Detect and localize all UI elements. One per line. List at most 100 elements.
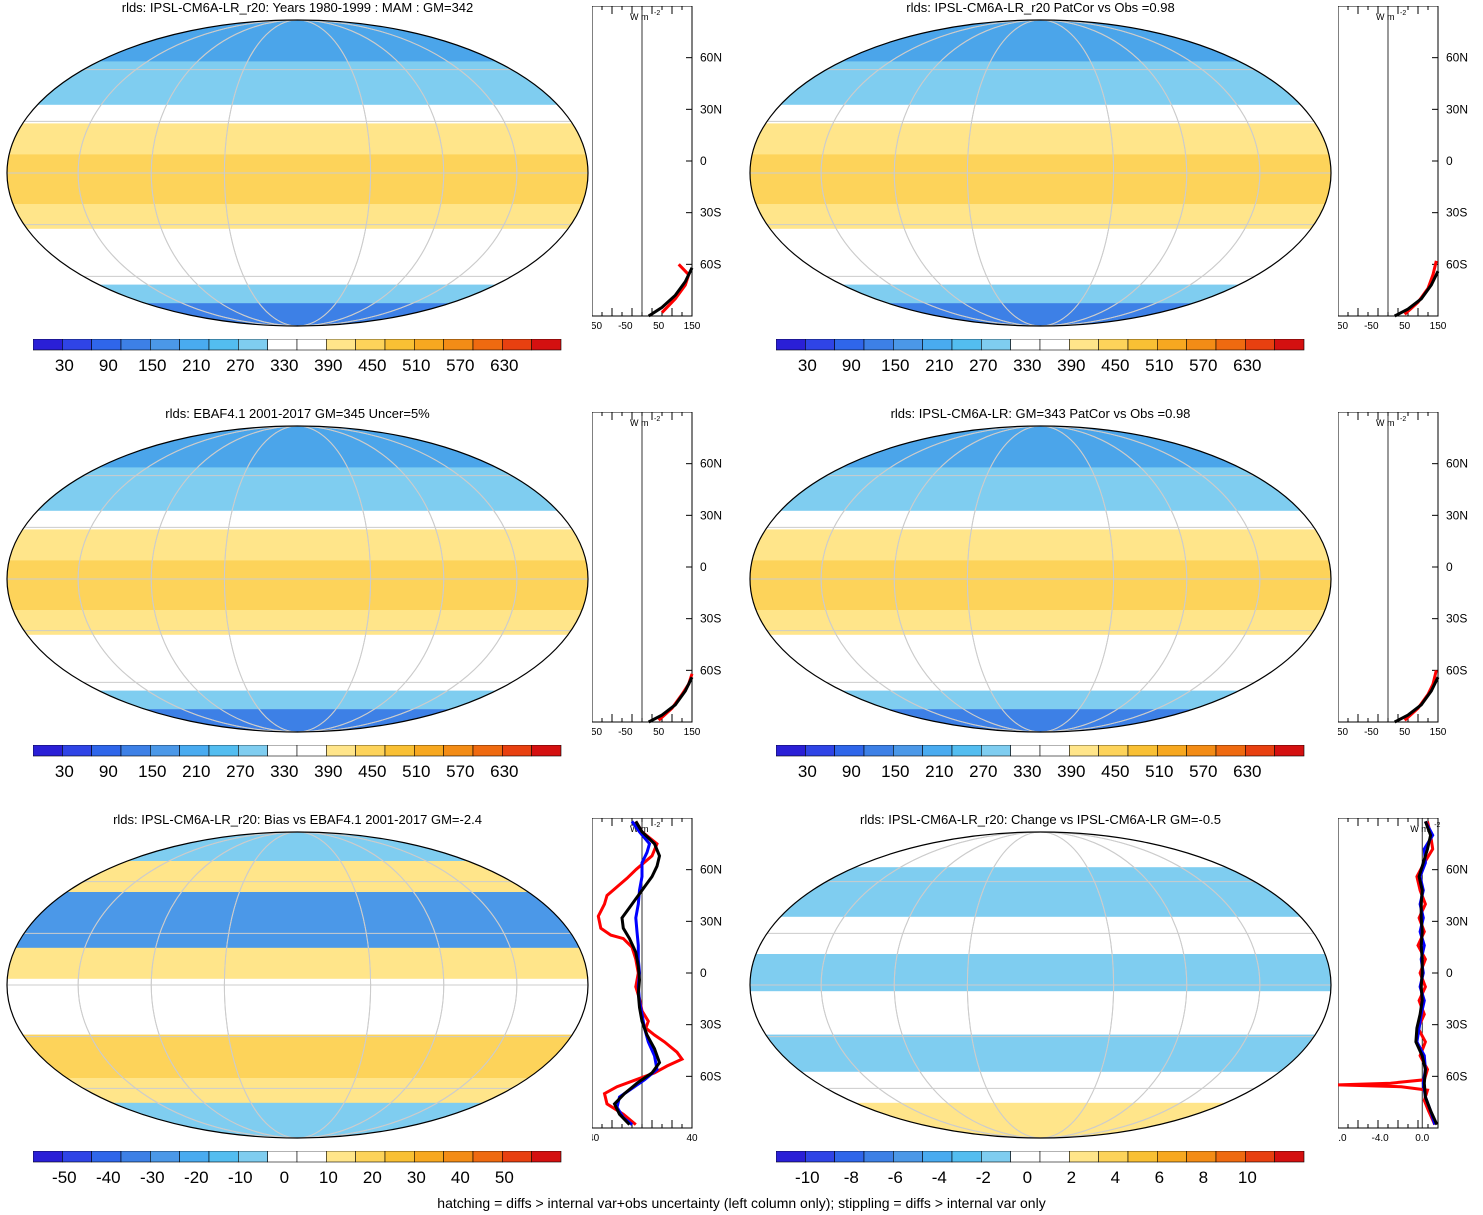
colorbar-swatch [238, 339, 268, 351]
lat-tick-label: 0 [1446, 560, 1453, 574]
colorbar-swatch [472, 745, 503, 757]
colorbar-swatch [776, 745, 806, 757]
lat-tick-label: 30S [700, 612, 721, 626]
colorbar-swatch [893, 339, 923, 351]
colorbar-swatch [62, 745, 92, 757]
lat-tick-label: 60S [1446, 257, 1467, 271]
lat-tick-label: 30N [700, 914, 722, 928]
colorbar-label: -2 [976, 1168, 991, 1187]
field-band [750, 690, 1331, 711]
map-panel [6, 19, 589, 327]
zonal-profile: 60N 30N 0 30S 60S W m -2 -150 -50 50 150 [592, 6, 722, 332]
colorbar-label: 390 [1057, 762, 1085, 781]
profile-x-label: -150 [592, 321, 602, 332]
colorbar-swatch [981, 339, 1011, 351]
colorbar-label: 330 [270, 762, 298, 781]
colorbar-label: 630 [1233, 762, 1261, 781]
graticule-lon [893, 832, 1188, 1138]
colorbar-swatch [208, 339, 239, 351]
profile-x-label: 50 [653, 321, 665, 332]
colorbar-swatch [120, 745, 151, 757]
graticule-lon [966, 20, 1115, 326]
field-band [750, 832, 1331, 869]
colorbar-label: -10 [228, 1168, 253, 1187]
colorbar-label: 330 [1013, 356, 1041, 375]
field-band [750, 123, 1331, 156]
colorbar-label: 0 [1023, 1168, 1032, 1187]
profile-series-line [1338, 821, 1437, 1126]
colorbar-swatch [951, 339, 982, 351]
field-band [7, 284, 588, 305]
colorbar-label: 150 [881, 762, 909, 781]
colorbar-label: 0 [280, 1168, 289, 1187]
colorbar: 30 90 150 210 270 330 390 450 510 570 630 [33, 339, 562, 375]
colorbar-swatch [91, 339, 122, 351]
field-band [750, 867, 1331, 918]
colorbar-swatch [834, 745, 865, 757]
colorbar-swatch [1274, 745, 1305, 757]
field-band [7, 1078, 588, 1104]
lat-tick-label: 30N [1446, 914, 1468, 928]
profile-series-line [1394, 270, 1440, 318]
colorbar-swatch [91, 745, 122, 757]
colorbar-swatch [267, 339, 298, 351]
colorbar-swatch [776, 1151, 806, 1163]
profile-x-label: -50 [1364, 321, 1379, 332]
units-exponent: -2 [654, 416, 660, 423]
lat-tick-label: 30S [700, 1018, 721, 1032]
field-band [750, 1102, 1331, 1138]
colorbar-swatch [1215, 339, 1246, 351]
colorbar-swatch [1127, 1151, 1158, 1163]
field-band [7, 892, 588, 949]
map-panel [6, 831, 589, 1139]
colorbar-label: 2 [1067, 1168, 1076, 1187]
panel-title: rlds: EBAF4.1 2001-2017 GM=345 Uncer=5% [165, 406, 430, 421]
field-band [750, 916, 1331, 955]
units-exponent: -2 [1400, 416, 1406, 423]
profile-x-label: 150 [1430, 321, 1447, 332]
graticule-lon [820, 426, 1261, 732]
colorbar-swatch [502, 745, 532, 757]
colorbar-swatch [981, 745, 1011, 757]
colorbar-swatch [120, 1151, 151, 1163]
graticule-lon [893, 426, 1188, 732]
profile-series-line [1394, 676, 1440, 724]
colorbar-swatch [355, 745, 386, 757]
colorbar-label: 270 [226, 762, 254, 781]
colorbar-swatch [1245, 745, 1275, 757]
graticule-lon [223, 20, 372, 326]
colorbar-swatch [355, 339, 386, 351]
colorbar-label: 30 [55, 762, 74, 781]
lat-tick-label: 60N [1446, 863, 1468, 877]
map-border [749, 831, 1332, 1139]
colorbar-label: 270 [226, 356, 254, 375]
colorbar-swatch [326, 745, 356, 757]
field-band [750, 610, 1331, 636]
graticule-lon [150, 20, 445, 326]
lat-tick-label: 30N [1446, 508, 1468, 522]
colorbar-swatch [1245, 339, 1275, 351]
field-band [7, 1034, 588, 1079]
colorbar-swatch [805, 745, 835, 757]
colorbar-swatch [296, 745, 327, 757]
profile-x-label: -40 [592, 1133, 600, 1144]
colorbar-label: -10 [795, 1168, 820, 1187]
lat-tick-label: 60N [1446, 457, 1468, 471]
colorbar-swatch [922, 745, 953, 757]
lat-tick-label: 60S [700, 663, 721, 677]
colorbar-swatch [1098, 339, 1129, 351]
field-band [7, 610, 588, 636]
lat-tick-label: 30N [700, 102, 722, 116]
colorbar-swatch [893, 745, 923, 757]
profile-series-line [596, 820, 685, 1126]
colorbar-swatch [1157, 745, 1187, 757]
profile-series-line [612, 820, 662, 1126]
panel-title: rlds: IPSL-CM6A-LR_r20: Years 1980-1999 … [121, 0, 474, 15]
field-band [7, 709, 588, 732]
colorbar-label: -6 [888, 1168, 903, 1187]
lat-tick-label: 60S [700, 1069, 721, 1083]
field-band [7, 104, 588, 125]
lat-tick-label: 60N [700, 51, 722, 65]
colorbar-swatch [1157, 1151, 1187, 1163]
colorbar-label: 50 [495, 1168, 514, 1187]
